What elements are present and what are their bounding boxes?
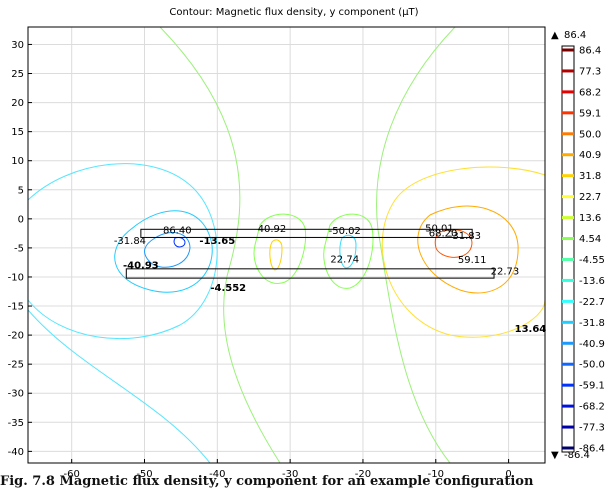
- contour-label: -31.84: [114, 236, 146, 247]
- colorbar-level-label: -68.2: [579, 402, 605, 413]
- contour-green-right: [376, 27, 456, 463]
- contour-cyan-center-right: [339, 234, 357, 269]
- contour-label: -40.93: [123, 260, 159, 271]
- colorbar-level-label: 4.54: [579, 234, 601, 245]
- figure-caption: Fig. 7.8 Magnetic flux density, y compon…: [0, 474, 534, 489]
- y-tick-label: -30: [8, 389, 24, 400]
- colorbar-level-label: -31.8: [579, 318, 605, 329]
- colorbar-level-label: 31.8: [579, 171, 601, 182]
- contour-red-right-inner: [434, 229, 473, 258]
- y-tick-label: 25: [11, 69, 24, 80]
- colorbar-level-label: 86.4: [579, 46, 601, 57]
- colorbar-frame: [561, 45, 575, 453]
- conductor-layer: [125, 228, 495, 279]
- colorbar-level-label: 68.2: [579, 87, 601, 98]
- y-tick-label: -15: [8, 302, 24, 313]
- x-tick-label: -60: [64, 469, 80, 480]
- x-tick-label: -20: [355, 469, 371, 480]
- contour-label: -4.552: [210, 283, 246, 294]
- y-tick-label: 15: [11, 127, 24, 138]
- colorbar-min-arrow-icon: ▼: [551, 450, 559, 461]
- y-tick-label: -10: [8, 272, 24, 283]
- colorbar-level-label: -4.55: [579, 255, 605, 266]
- y-tick-label: 5: [18, 185, 24, 196]
- x-tick-label: 0: [505, 469, 511, 480]
- colorbar-level-label: -50.0: [579, 360, 605, 371]
- y-tick-label: 0: [18, 214, 24, 225]
- contour-label: -31.83: [449, 231, 481, 242]
- contour-label: 13.64: [515, 324, 547, 335]
- y-tick-label: -5: [14, 243, 24, 254]
- contour-yellow-right-outer: [381, 166, 545, 338]
- contour-lines: [28, 27, 545, 463]
- contour-cyan-left-outer: [28, 163, 218, 340]
- contour-label: -50.02: [329, 226, 361, 237]
- y-tick-label: -35: [8, 418, 24, 429]
- chart-title: Contour: Magnetic flux density, y compon…: [169, 7, 418, 18]
- y-tick-label: 30: [11, 40, 24, 51]
- contour-label-layer: 86.40 -31.84 -13.65 -40.93 40.92 -50.02 22.74 -…: [114, 224, 546, 336]
- plot-frame: [27, 26, 546, 464]
- colorbar-level-label: 77.3: [579, 66, 601, 77]
- colorbar-level-label: 40.9: [579, 150, 601, 161]
- y-tick-label: -25: [8, 360, 24, 371]
- contour-label: 86.40: [163, 225, 192, 236]
- contour-label: 40.92: [258, 224, 287, 235]
- x-axis: -60 -50 -40 -30 -20 -10 0: [64, 459, 512, 480]
- colorbar-level-label: 59.1: [579, 108, 601, 119]
- colorbar-level-label: 13.6: [579, 213, 601, 224]
- y-tick-label: 20: [11, 98, 24, 109]
- y-tick-label: 10: [11, 156, 24, 167]
- contour-label: -13.65: [199, 236, 235, 247]
- colorbar-level-label: -40.9: [579, 339, 605, 350]
- contour-orange-right-mid: [417, 205, 519, 294]
- contour-cyan-left-mid: [114, 210, 213, 293]
- colorbar-min-label: -86.4: [564, 450, 590, 461]
- y-tick-label: -20: [8, 331, 24, 342]
- plot-area: [28, 27, 545, 463]
- x-tick-label: -30: [282, 469, 298, 480]
- contour-blue-left-inner: [144, 232, 191, 268]
- colorbar-level-label: 22.7: [579, 192, 601, 203]
- colorbar-level-label: -13.6: [579, 276, 605, 287]
- contour-blue-left-core: [173, 237, 186, 248]
- x-tick-label: -10: [428, 469, 444, 480]
- x-tick-label: -40: [209, 469, 225, 480]
- colorbar-level-label: -22.7: [579, 297, 605, 308]
- contour-label: 22.74: [330, 254, 359, 265]
- contour-green-left: [159, 27, 281, 463]
- contour-label: 22.73: [491, 267, 520, 278]
- y-axis: 30 25 20 15 10 5 0 -5 -10 -15 -20 -25 -30 -35 -40: [8, 40, 32, 458]
- contour-label: 68.20: [429, 228, 458, 239]
- colorbar: ▲ 86.4 ▼ -86.4 86.4 77.3 68.2 59.1 50.0 40.9 3…: [551, 30, 605, 461]
- contour-label: 50.01: [425, 224, 454, 235]
- x-tick-label: -50: [136, 469, 152, 480]
- colorbar-level-label: 50.0: [579, 129, 601, 140]
- colorbar-level-label: -86.4: [579, 444, 605, 455]
- conductor-rect: [125, 268, 495, 279]
- colorbar-level-label: -59.1: [579, 381, 605, 392]
- colorbar-max-label: 86.4: [564, 30, 586, 41]
- conductor-rect: [140, 228, 473, 238]
- colorbar-max-arrow-icon: ▲: [551, 30, 559, 41]
- y-tick-label: -40: [8, 447, 24, 458]
- contour-yellow-center-left: [269, 239, 283, 271]
- grid: [28, 27, 545, 463]
- contour-label: 59.11: [458, 255, 487, 266]
- colorbar-level-label: -77.3: [579, 423, 605, 434]
- contour-cyan-left-lower: [28, 309, 211, 463]
